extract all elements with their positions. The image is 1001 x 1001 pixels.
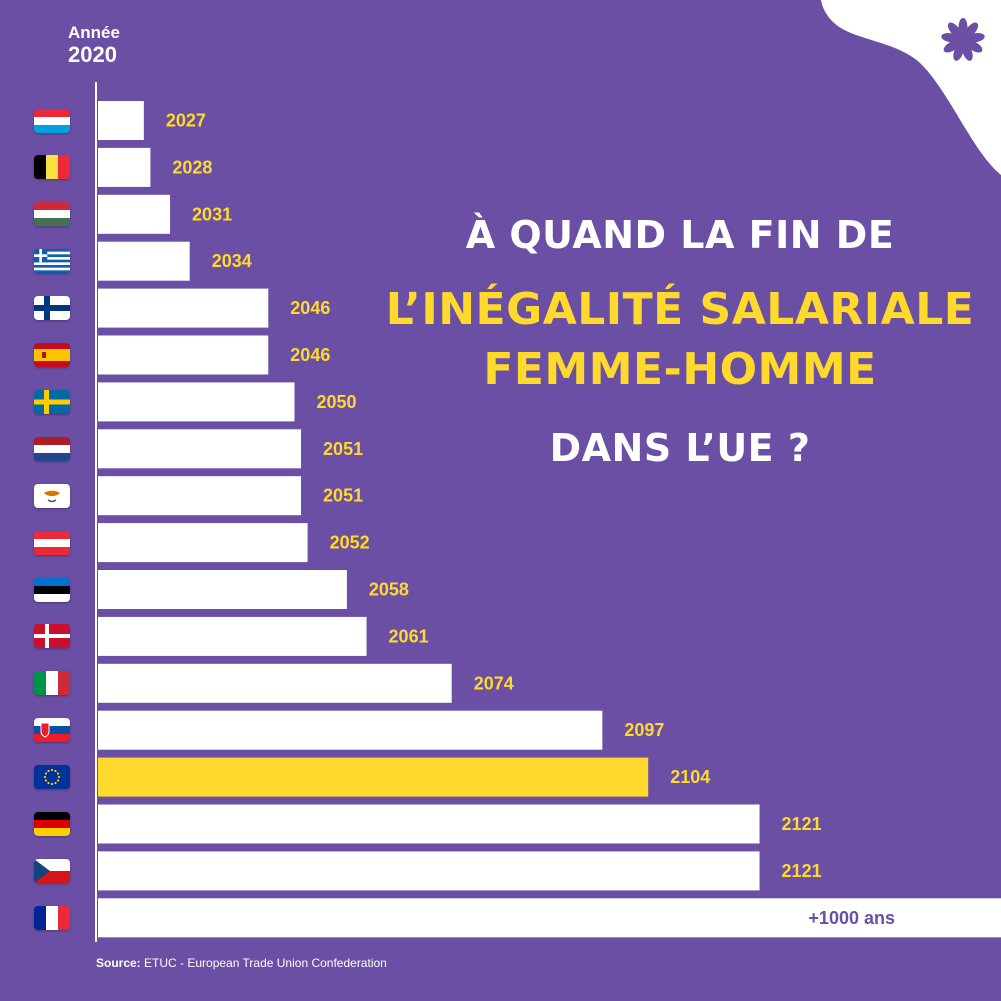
- value-label: 2121: [782, 861, 822, 881]
- bar-czech-republic: [98, 851, 760, 891]
- axis-start-year: 2020: [68, 42, 117, 67]
- flag-eu-icon: [34, 765, 70, 790]
- flag-austria-icon: [34, 530, 70, 555]
- bar-spain: [98, 335, 269, 375]
- value-label: 2046: [290, 345, 330, 365]
- value-label: 2027: [166, 111, 206, 131]
- bar-belgium: [98, 147, 151, 187]
- value-label: 2050: [317, 392, 357, 412]
- source-label: Source:: [96, 956, 141, 970]
- flag-estonia-icon: [34, 577, 70, 602]
- flag-france-icon: [34, 905, 70, 930]
- corner-wave: [821, 0, 1001, 175]
- value-label: 2058: [369, 580, 409, 600]
- flag-luxembourg-icon: [34, 108, 70, 133]
- flag-germany-icon: [34, 812, 70, 836]
- title-line-4: DANS L’UE ?: [549, 426, 811, 470]
- value-label: 2031: [192, 204, 232, 224]
- flag-hungary-icon: [34, 202, 70, 227]
- source-text: ETUC - European Trade Union Confederatio…: [144, 956, 387, 970]
- axis-header: Année 2020: [68, 24, 120, 66]
- value-label: 2046: [290, 298, 330, 318]
- bar-austria: [98, 523, 308, 563]
- bar-sweden: [98, 382, 295, 422]
- bar-hungary: [98, 194, 171, 234]
- flag-greece-icon: [34, 249, 70, 274]
- flag-denmark-icon: [34, 624, 70, 649]
- bar-denmark: [98, 616, 367, 656]
- flag-finland-icon: [34, 296, 70, 321]
- bar-germany: [98, 804, 760, 844]
- flag-sweden-icon: [34, 389, 70, 414]
- bar-cyprus: [98, 476, 302, 516]
- logo-flower-icon: [941, 18, 985, 61]
- bar-greece: [98, 241, 190, 281]
- title-line-3: FEMME-HOMME: [483, 344, 877, 395]
- value-label: 2061: [389, 626, 429, 646]
- value-label: 2052: [330, 533, 370, 553]
- bar-italy: [98, 663, 452, 703]
- bar-luxembourg: [98, 101, 144, 140]
- bar-estonia: [98, 570, 347, 609]
- value-label: 2051: [323, 439, 363, 459]
- value-label: 2051: [323, 486, 363, 506]
- value-label: 2028: [172, 157, 212, 177]
- value-label: 2097: [624, 720, 664, 740]
- title-line-1: À QUAND LA FIN DE: [465, 213, 895, 257]
- axis-label: Année: [68, 23, 120, 42]
- flag-spain-icon: [34, 343, 70, 367]
- flag-cyprus-icon: [34, 483, 70, 508]
- bar-slovakia: [98, 710, 603, 750]
- flag-czech-republic-icon: [34, 858, 70, 883]
- flag-slovakia-icon: [34, 718, 70, 743]
- value-label: 2121: [782, 814, 822, 834]
- flag-belgium-icon: [34, 155, 70, 180]
- title-line-2: L’INÉGALITÉ SALARIALE: [385, 284, 975, 335]
- value-label: 2104: [670, 767, 710, 787]
- value-label: 2074: [474, 673, 514, 693]
- bar-european-union: [98, 757, 649, 797]
- bar-france: [98, 898, 1001, 938]
- value-label: 2034: [212, 251, 252, 271]
- bar-finland: [98, 288, 269, 328]
- flag-netherlands-icon: [34, 436, 70, 461]
- source-note: Source: ETUC - European Trade Union Conf…: [96, 956, 387, 970]
- value-label: +1000 ans: [808, 908, 895, 928]
- flag-italy-icon: [34, 671, 70, 696]
- bar-netherlands: [98, 429, 302, 469]
